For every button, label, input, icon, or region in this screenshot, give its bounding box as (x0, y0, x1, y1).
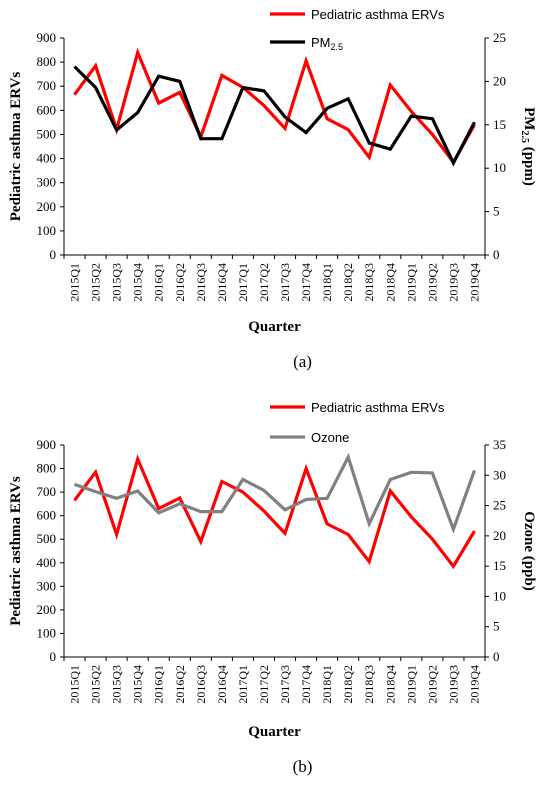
x-tick-label: 2017Q1 (236, 665, 250, 704)
left-tick-label: 300 (37, 175, 57, 190)
left-tick-label: 0 (50, 649, 57, 664)
x-tick-label: 2017Q2 (257, 665, 271, 704)
x-tick-label: 2019Q4 (467, 665, 481, 704)
left-tick-label: 100 (37, 223, 57, 238)
x-tick-label: 2018Q3 (362, 263, 376, 302)
y2-axis-label: Ozone (ppb) (521, 511, 537, 591)
left-tick-label: 800 (37, 461, 57, 476)
y-axis-label: Pediatric asthma ERVs (8, 476, 24, 626)
left-tick-label: 0 (50, 247, 57, 262)
right-tick-label: 10 (493, 160, 506, 175)
x-tick-label: 2016Q4 (215, 263, 229, 302)
x-tick-label: 2016Q3 (194, 263, 208, 302)
x-tick-label: 2017Q4 (299, 263, 313, 302)
right-tick-label: 25 (493, 498, 506, 513)
right-tick-label: 15 (493, 117, 506, 132)
legend-label-sub: 2.5 (331, 42, 344, 52)
legend-label: PM2.5 (311, 35, 343, 52)
x-tick-label: 2017Q4 (299, 665, 313, 704)
right-tick-label: 5 (493, 204, 500, 219)
x-tick-label: 2019Q3 (446, 665, 460, 704)
right-tick-label: 10 (493, 588, 506, 603)
left-tick-label: 500 (37, 531, 57, 546)
x-tick-label: 2019Q3 (446, 263, 460, 302)
legend-label-main: PM (311, 35, 331, 50)
legend-label: Pediatric asthma ERVs (311, 400, 445, 415)
legend-label: Pediatric asthma ERVs (311, 7, 445, 22)
x-tick-label: 2018Q2 (341, 263, 355, 302)
left-tick-label: 900 (37, 30, 57, 45)
x-axis-label: Quarter (248, 319, 301, 335)
x-tick-label: 2016Q3 (194, 665, 208, 704)
right-tick-label: 20 (493, 528, 506, 543)
right-tick-label: 0 (493, 247, 500, 262)
y2-label-sub: 2.5 (519, 130, 530, 143)
left-tick-label: 500 (37, 126, 57, 141)
right-tick-label: 5 (493, 619, 500, 634)
legend-label: Ozone (311, 430, 349, 445)
left-tick-label: 300 (37, 578, 57, 593)
x-tick-label: 2015Q4 (131, 263, 145, 302)
x-tick-label: 2018Q4 (383, 665, 397, 704)
x-tick-label: 2016Q1 (152, 665, 166, 704)
x-tick-label: 2017Q2 (257, 263, 271, 302)
x-tick-label: 2018Q2 (341, 665, 355, 704)
x-tick-label: 2016Q2 (173, 665, 187, 704)
left-tick-label: 400 (37, 555, 57, 570)
left-tick-label: 700 (37, 484, 57, 499)
x-tick-label: 2018Q3 (362, 665, 376, 704)
x-tick-label: 2015Q2 (89, 665, 103, 704)
series-line-asthma-ervs (73, 454, 476, 570)
right-tick-label: 25 (493, 30, 506, 45)
left-tick-label: 600 (37, 102, 57, 117)
x-tick-label: 2019Q2 (425, 263, 439, 302)
series-line-pm25 (73, 65, 476, 167)
panel-label: (a) (293, 352, 312, 371)
x-tick-label: 2019Q1 (404, 665, 418, 704)
left-tick-label: 200 (37, 602, 57, 617)
x-tick-label: 2016Q4 (215, 665, 229, 704)
x-tick-label: 2019Q4 (467, 263, 481, 302)
x-tick-label: 2015Q1 (68, 665, 82, 704)
x-tick-label: 2015Q4 (131, 665, 145, 704)
panel-label: (b) (293, 757, 313, 776)
series-line-asthma-ervs (73, 47, 476, 166)
y2-axis-label: PM2.5 (ppm) (519, 107, 537, 186)
x-tick-label: 2019Q1 (404, 263, 418, 302)
x-tick-label: 2018Q1 (320, 665, 334, 704)
left-tick-label: 700 (37, 78, 57, 93)
x-axis-label: Quarter (248, 724, 301, 740)
left-tick-label: 100 (37, 625, 57, 640)
series-line-ozone (73, 452, 477, 534)
y-axis-label: Pediatric asthma ERVs (8, 72, 24, 222)
chart-panel-b: 0 100 200 300 400 500 600 700 800 900 0 5 10 15 20 25 30… (8, 400, 537, 776)
x-tick-label: 2018Q4 (383, 263, 397, 302)
x-tick-label: 2017Q1 (236, 263, 250, 302)
left-tick-label: 900 (37, 437, 57, 452)
x-tick-label: 2015Q2 (89, 263, 103, 302)
left-tick-label: 800 (37, 54, 57, 69)
x-tick-label: 2017Q3 (278, 665, 292, 704)
x-tick-label: 2018Q1 (320, 263, 334, 302)
chart-panel-a: 0 100 200 300 400 500 600 700 800 900 0 5 10 15 20 25 20… (8, 7, 537, 371)
x-tick-label: 2015Q3 (110, 263, 124, 302)
right-tick-label: 0 (493, 649, 500, 664)
x-tick-label: 2015Q1 (68, 263, 82, 302)
x-tick-label: 2016Q1 (152, 263, 166, 302)
left-tick-label: 400 (37, 151, 57, 166)
x-tick-label: 2019Q2 (425, 665, 439, 704)
right-tick-label: 20 (493, 73, 506, 88)
left-tick-label: 200 (37, 199, 57, 214)
x-tick-label: 2015Q3 (110, 665, 124, 704)
right-tick-label: 15 (493, 558, 506, 573)
right-tick-label: 30 (493, 467, 506, 482)
left-tick-label: 600 (37, 508, 57, 523)
x-tick-label: 2016Q2 (173, 263, 187, 302)
y2-label-main: PM (521, 107, 537, 130)
right-tick-label: 35 (493, 437, 506, 452)
y2-label-unit: (ppm) (521, 143, 537, 186)
x-tick-label: 2017Q3 (278, 263, 292, 302)
